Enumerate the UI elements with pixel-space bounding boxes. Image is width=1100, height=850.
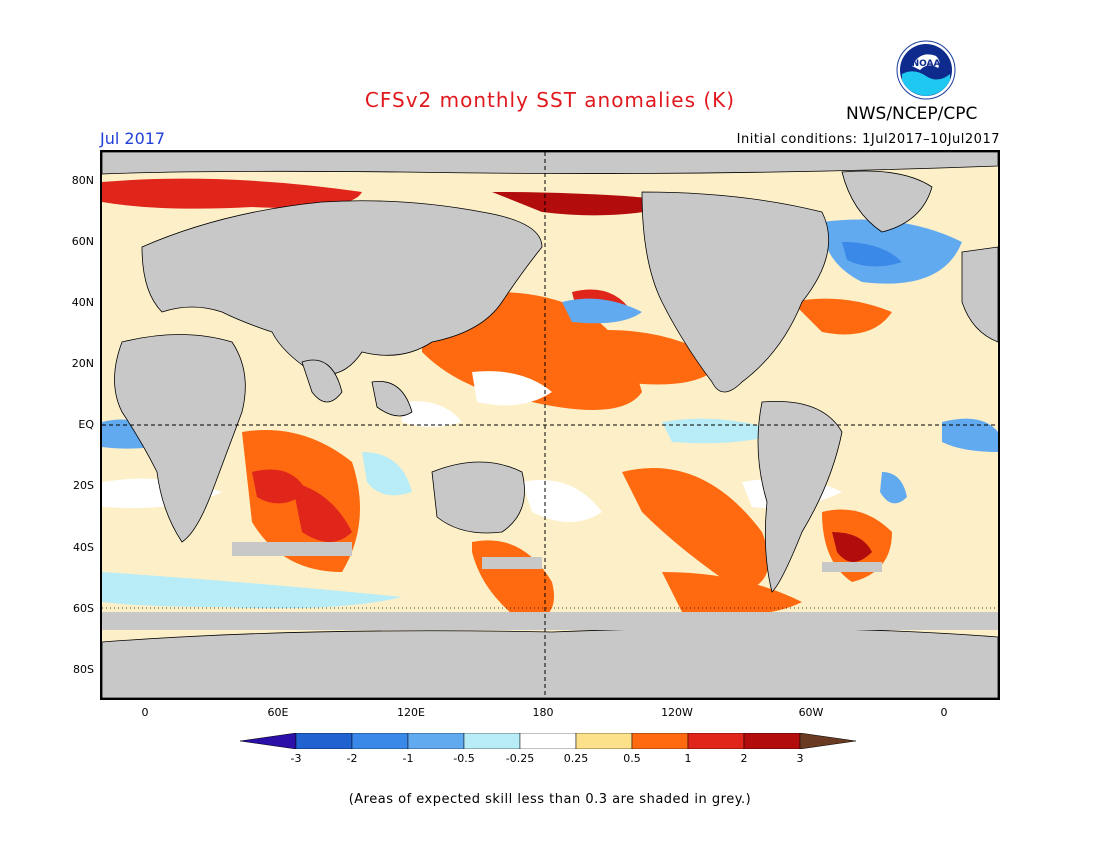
- chart-title: CFSv2 monthly SST anomalies (K): [364, 88, 736, 112]
- lon-label-0-west: 0: [141, 706, 149, 719]
- colorbar-segment: [743, 733, 801, 749]
- lon-label-60e: 60E: [267, 706, 289, 719]
- colorbar-arrow-low: [240, 733, 297, 749]
- lon-label-120e: 120E: [397, 706, 425, 719]
- agency-label: NWS/NCEP/CPC: [846, 104, 978, 124]
- lat-label-60n: 60N: [71, 235, 94, 248]
- lon-label-120w: 120W: [661, 706, 693, 719]
- colorbar-label: -1: [402, 752, 414, 765]
- lat-label-20s: 20S: [73, 479, 94, 492]
- colorbar-segment: [687, 733, 745, 749]
- forecast-month: Jul 2017: [100, 129, 166, 148]
- colorbar-arrow-high: [799, 733, 857, 749]
- colorbar: [240, 733, 857, 749]
- colorbar-segment: [295, 733, 353, 749]
- colorbar-label: 3: [796, 752, 804, 765]
- initial-conditions: Initial conditions: 1Jul2017–10Jul2017: [736, 132, 1000, 147]
- map-canvas: [102, 152, 998, 698]
- colorbar-label: 0.5: [623, 752, 641, 765]
- sst-anomaly-map: [100, 150, 1000, 700]
- lat-label-20n: 20N: [71, 357, 94, 370]
- lat-label-eq: EQ: [78, 418, 94, 431]
- colorbar-segment: [631, 733, 689, 749]
- lon-label-60w: 60W: [798, 706, 824, 719]
- colorbar-segment: [351, 733, 409, 749]
- colorbar-segment: [463, 733, 521, 749]
- lat-label-80n: 80N: [71, 174, 94, 187]
- lat-label-40s: 40S: [73, 541, 94, 554]
- low-skill-shading: [102, 542, 998, 630]
- lon-label-180: 180: [532, 706, 554, 719]
- colorbar-segment: [407, 733, 465, 749]
- svg-text:NOAA: NOAA: [912, 59, 941, 69]
- lat-label-80s: 80S: [73, 663, 94, 676]
- colorbar-label: -0.5: [453, 752, 475, 765]
- lat-label-60s: 60S: [73, 602, 94, 615]
- colorbar-label: 0.25: [563, 752, 589, 765]
- colorbar-label: -3: [290, 752, 302, 765]
- colorbar-label: 2: [740, 752, 748, 765]
- colorbar-label: 1: [684, 752, 692, 765]
- colorbar-label: -0.25: [505, 752, 535, 765]
- noaa-logo: NOAA: [896, 40, 956, 100]
- skill-footnote: (Areas of expected skill less than 0.3 a…: [348, 792, 752, 807]
- colorbar-label: -2: [346, 752, 358, 765]
- lat-label-40n: 40N: [71, 296, 94, 309]
- colorbar-segment: [575, 733, 633, 749]
- lon-label-0-east: 0: [940, 706, 948, 719]
- land-masses: [102, 152, 998, 698]
- colorbar-segment: [519, 733, 577, 749]
